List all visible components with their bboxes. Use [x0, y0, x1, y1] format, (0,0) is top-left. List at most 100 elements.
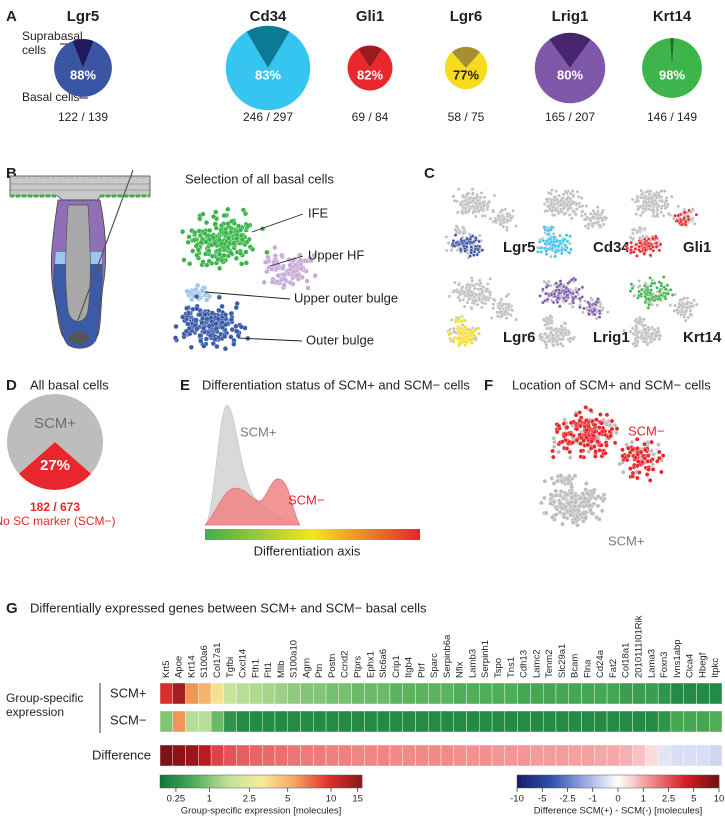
cell-point [463, 293, 467, 298]
cell-point [186, 234, 192, 240]
cell-point [564, 446, 570, 451]
cell-point [580, 210, 584, 214]
cell-point [505, 218, 509, 223]
cell-point [488, 290, 492, 294]
cell-point [264, 269, 270, 275]
colorbar-slice [653, 775, 657, 788]
cell-point [272, 245, 278, 251]
cell-point [606, 310, 610, 314]
cell-point [250, 246, 256, 252]
cell-point [297, 257, 303, 263]
cell-point [460, 319, 464, 323]
cell-point [575, 514, 580, 519]
cell-point [666, 292, 670, 296]
heatmap-cell [351, 682, 365, 705]
cell-point [571, 208, 576, 213]
cell-point [654, 234, 658, 239]
panel-letter: B [6, 165, 17, 182]
panel-title: Location of SCM+ and SCM− cells [512, 377, 711, 392]
heatmap-cell [696, 744, 710, 767]
cell-point [462, 244, 466, 248]
cell-point [302, 258, 308, 264]
heatmap-cell [491, 682, 506, 705]
heatmap-cell [415, 682, 429, 705]
differentiation-axis-bar [205, 529, 420, 540]
heatmap-cell [491, 744, 506, 767]
heatmap-cell [594, 682, 608, 705]
cell-point [243, 260, 249, 266]
cell-point [576, 508, 581, 513]
gene-label: Cd24a [595, 649, 606, 678]
heatmap-cell [428, 744, 442, 767]
cell-point [639, 292, 643, 297]
cell-point [569, 278, 574, 282]
heatmap-cell [696, 682, 710, 705]
cell-point [628, 466, 633, 471]
cell-point [649, 439, 654, 445]
cell-point [457, 343, 461, 348]
cell-point [630, 470, 636, 476]
cell-point [219, 241, 225, 247]
cell-point [193, 317, 199, 323]
cell-point [280, 265, 286, 271]
cell-point [465, 241, 469, 245]
cell-point [673, 303, 677, 308]
colorbar-slice [708, 775, 712, 788]
cell-point [571, 201, 576, 205]
cell-point [642, 199, 647, 204]
gene-label: Ftl1 [263, 662, 274, 678]
colorbar-slice [230, 775, 234, 788]
colorbar-tick-label: 5 [691, 794, 696, 805]
cell-point [557, 244, 561, 248]
cell-point [511, 208, 515, 213]
cell-point [638, 213, 643, 218]
colorbar-slice [162, 775, 166, 788]
cell-point [568, 431, 574, 437]
cell-point [570, 520, 576, 525]
cell-point [655, 458, 660, 464]
cell-point [541, 238, 545, 243]
panel-c-minis: Lgr5 Cd34 Gli1 Lgr6 Lrig1 Krt14 [444, 187, 722, 350]
cell-point [583, 405, 588, 410]
cell-point [550, 246, 555, 250]
cell-point [688, 309, 693, 313]
cell-point [578, 448, 584, 454]
colorbar-slice [597, 775, 601, 788]
cell-point [446, 329, 450, 334]
cell-point [542, 495, 547, 501]
cell-point [586, 449, 592, 454]
cell-point [492, 193, 497, 198]
cell-point [678, 298, 682, 302]
cell-point [553, 493, 559, 498]
cell-point [630, 228, 635, 232]
cell-point [647, 478, 653, 483]
cell-point [679, 303, 684, 307]
cell-point [542, 225, 547, 230]
cell-point [685, 302, 689, 306]
cell-point [617, 461, 622, 467]
cell-point [660, 199, 664, 203]
cell-point [614, 426, 620, 431]
cell-point [682, 315, 686, 319]
heatmap-cell [287, 710, 301, 733]
cell-point [593, 312, 597, 317]
heatmap-cell [453, 710, 467, 733]
cell-point [463, 343, 467, 347]
colorbar-slice [303, 775, 307, 788]
cell-point [563, 248, 568, 252]
cell-point [231, 341, 237, 347]
cell-point [673, 213, 677, 218]
cell-point [544, 285, 549, 289]
cell-point [470, 279, 474, 283]
cell-point [462, 226, 466, 231]
panel-title: Differentiation status of SCM+ and SCM− … [202, 377, 470, 392]
cell-point [228, 317, 234, 323]
cell-point [625, 445, 631, 451]
cell-point [195, 282, 201, 288]
cell-point [226, 235, 232, 241]
cell-point [294, 273, 300, 279]
cell-point [456, 295, 461, 300]
cell-point [649, 448, 654, 453]
cell-point [274, 279, 280, 285]
